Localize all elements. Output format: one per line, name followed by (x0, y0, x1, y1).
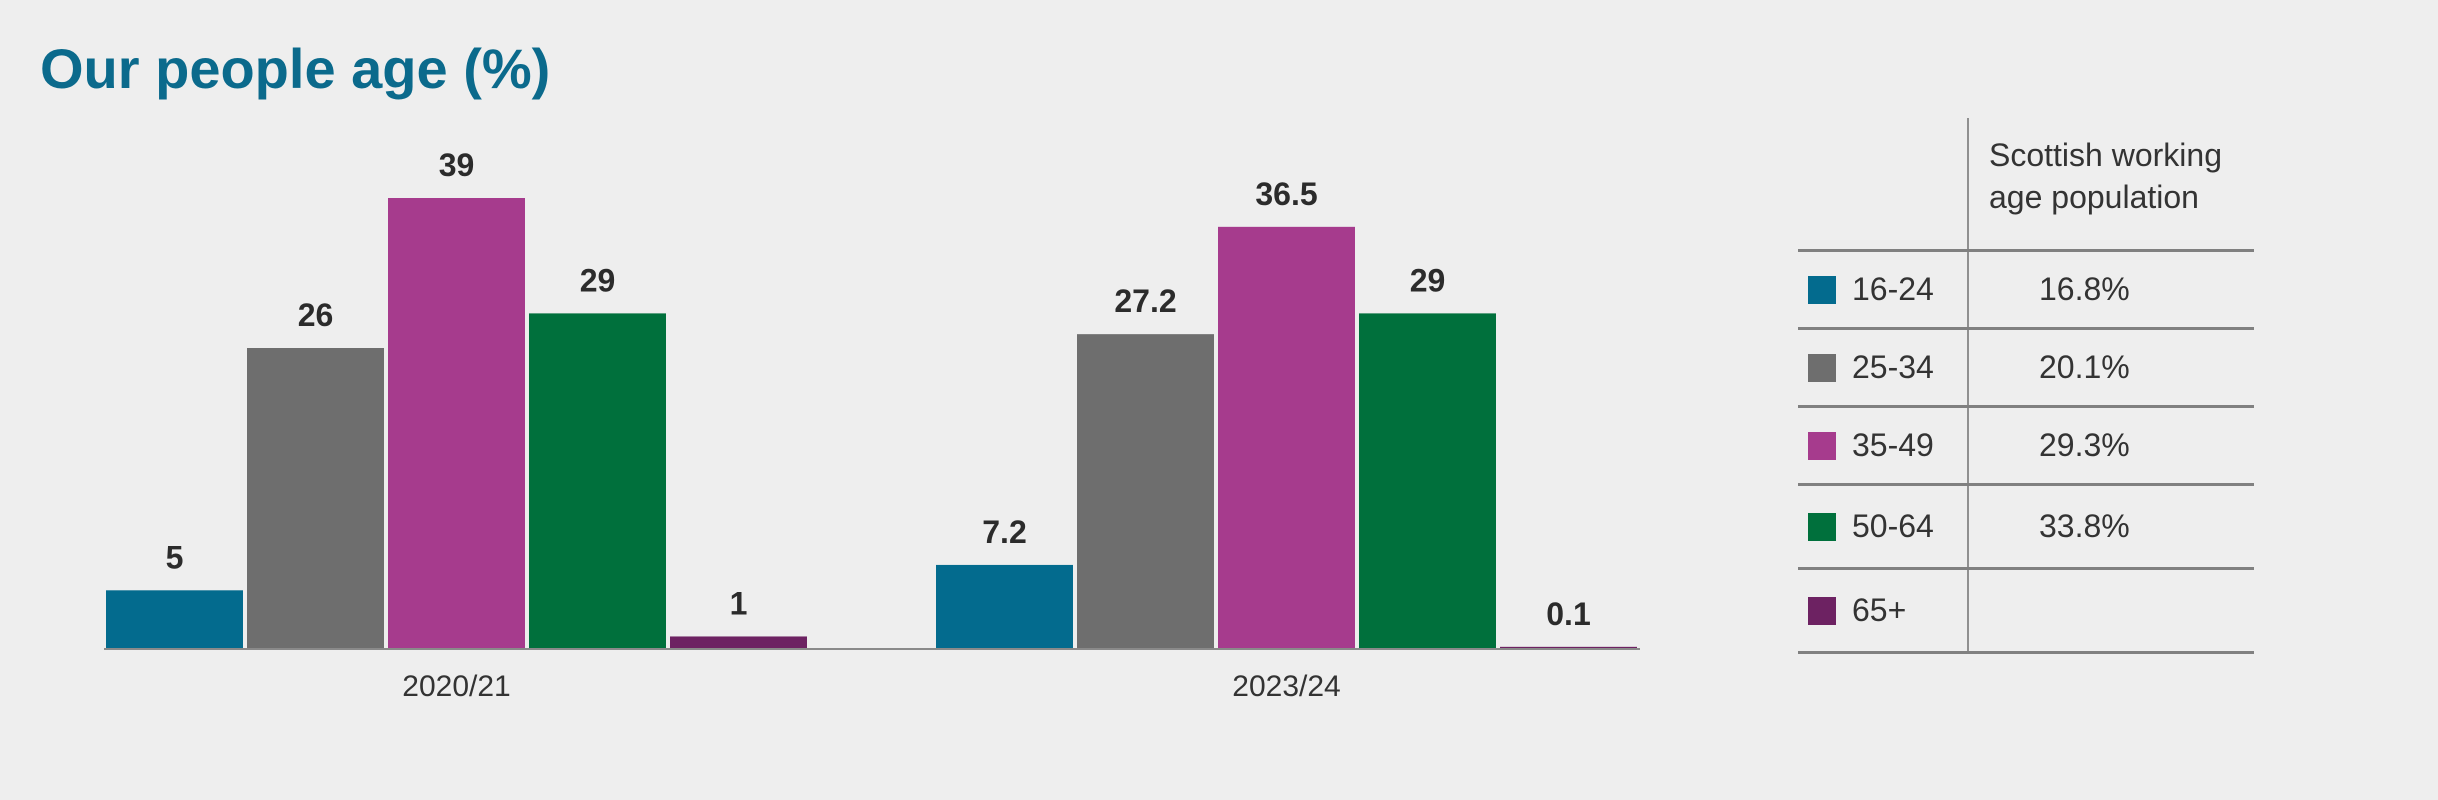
data-label-25-34-2020/21: 26 (298, 297, 334, 333)
legend-header-key (1798, 118, 1969, 249)
legend-swatch (1808, 275, 1836, 304)
bar-50-64-2023/24 (1359, 313, 1496, 648)
bar-65+-2023/24 (1500, 646, 1637, 648)
bar-35-49-2023/24 (1218, 226, 1355, 648)
data-label-35-49-2020/21: 39 (439, 147, 475, 183)
data-label-25-34-2023/24: 27.2 (1114, 283, 1176, 319)
data-label-35-49-2023/24: 36.5 (1255, 176, 1317, 212)
legend-label: 25-34 (1852, 349, 1934, 385)
legend-swatch (1808, 431, 1836, 460)
category-label-2023/24: 2023/24 (1232, 670, 1340, 703)
legend-value: 29.3% (2039, 427, 2130, 463)
legend-value: 33.8% (2039, 508, 2130, 544)
bar-25-34-2020/21 (247, 348, 384, 648)
legend-label: 50-64 (1852, 508, 1934, 544)
category-label-2020/21: 2020/21 (402, 670, 510, 703)
bar-50-64-2020/21 (529, 313, 666, 648)
bar-65+-2020/21 (670, 636, 807, 648)
legend-header-label: Scottish working age population (1989, 137, 2222, 215)
data-label-65+-2020/21: 1 (730, 585, 748, 621)
chart-title: Our people age (%) (40, 37, 551, 100)
legend-value: 16.8% (2039, 271, 2130, 307)
bar-chart: 5 26 39 29 1 2020/21 7.2 27.2 36.5 29 0.1 2023/24 (104, 147, 1640, 703)
data-label-50-64-2023/24: 29 (1410, 262, 1446, 298)
legend-swatch (1808, 353, 1836, 382)
legend-row-25-34: 25-34 20.1% (1798, 330, 2254, 408)
legend-key: 35-49 (1798, 408, 1969, 483)
legend-table: Scottish working age population 16-24 16.… (1798, 118, 2254, 654)
legend-key: 50-64 (1798, 486, 1969, 567)
legend-label: 35-49 (1852, 427, 1934, 463)
legend-table-header: Scottish working age population (1798, 118, 2254, 252)
legend-label: 65+ (1852, 592, 1907, 628)
legend-label: 16-24 (1852, 271, 1934, 307)
legend-swatch (1808, 512, 1836, 541)
legend-row-65+: 65+ (1798, 570, 2254, 654)
data-label-65+-2023/24: 0.1 (1546, 596, 1590, 632)
bar-16-24-2023/24 (936, 564, 1073, 648)
data-label-16-24-2023/24: 7.2 (982, 514, 1026, 550)
legend-value: 20.1% (2039, 349, 2130, 385)
bar-35-49-2020/21 (388, 198, 525, 648)
legend-row-50-64: 50-64 33.8% (1798, 486, 2254, 570)
legend-value (1969, 570, 2254, 651)
legend-key: 65+ (1798, 570, 1969, 651)
legend-swatch (1808, 596, 1836, 625)
legend-row-16-24: 16-24 16.8% (1798, 252, 2254, 330)
bar-25-34-2023/24 (1077, 334, 1214, 648)
legend-key: 25-34 (1798, 330, 1969, 405)
data-label-50-64-2020/21: 29 (580, 262, 616, 298)
data-label-16-24-2020/21: 5 (166, 539, 184, 575)
bar-16-24-2020/21 (106, 590, 243, 648)
legend-key: 16-24 (1798, 252, 1969, 327)
legend-row-35-49: 35-49 29.3% (1798, 408, 2254, 486)
